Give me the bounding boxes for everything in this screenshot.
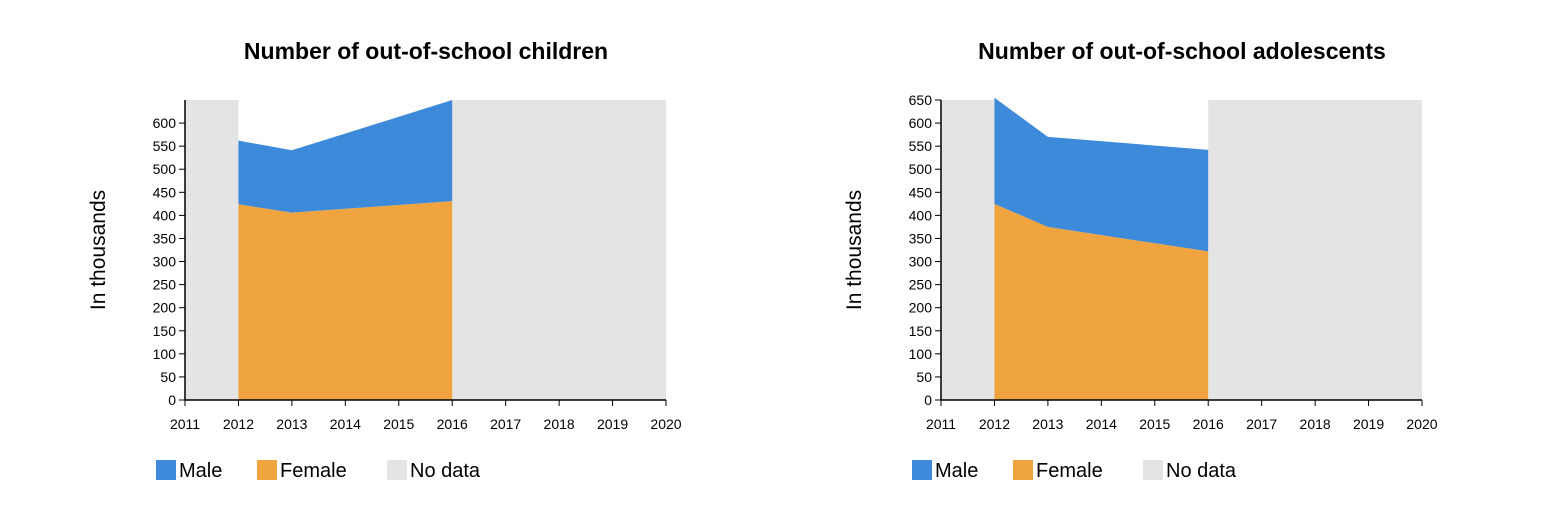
y-tick-label: 100 (153, 346, 177, 362)
legend-label: No data (1166, 460, 1237, 482)
y-tick-label: 500 (909, 161, 933, 177)
chart-title: Number of out-of-school children (244, 38, 608, 64)
legend-swatch (1143, 460, 1163, 480)
y-tick-label: 100 (909, 346, 933, 362)
no-data-region (185, 100, 239, 400)
x-tick-label: 2019 (1353, 416, 1384, 432)
legend-swatch (912, 460, 932, 480)
x-tick-label: 2013 (1032, 416, 1063, 432)
x-tick-label: 2020 (650, 416, 681, 432)
x-tick-label: 2014 (1086, 416, 1117, 432)
legend-label: Female (1036, 460, 1103, 482)
x-tick-label: 2017 (490, 416, 521, 432)
legend-label: Female (280, 460, 347, 482)
area-male (994, 97, 1209, 252)
y-tick-label: 550 (153, 138, 177, 154)
legend-label: Male (179, 460, 222, 482)
y-tick-label: 400 (153, 207, 177, 223)
x-tick-label: 2018 (544, 416, 575, 432)
y-tick-label: 0 (924, 392, 932, 408)
x-tick-label: 2018 (1300, 416, 1331, 432)
no-data-region (1208, 100, 1422, 400)
area-male (238, 100, 453, 213)
legend-swatch (257, 460, 277, 480)
legend-swatch (156, 460, 176, 480)
y-tick-label: 150 (153, 323, 177, 339)
chart-title: Number of out-of-school adolescents (978, 38, 1386, 64)
y-tick-label: 450 (909, 184, 933, 200)
y-tick-label: 200 (153, 300, 177, 316)
legend-swatch (1013, 460, 1033, 480)
y-tick-label: 0 (168, 392, 176, 408)
x-tick-label: 2015 (1139, 416, 1170, 432)
area-female (994, 203, 1209, 400)
x-tick-label: 2015 (383, 416, 414, 432)
chart-2: Number of out-of-school adolescents 0 50 10… (843, 38, 1438, 482)
x-tick-label: 2016 (1193, 416, 1224, 432)
chart-1: Number of out-of-school children 0 50 100 15… (87, 38, 682, 482)
y-tick-label: 150 (909, 323, 933, 339)
legend-label: No data (410, 460, 481, 482)
y-tick-label: 350 (153, 230, 177, 246)
x-tick-label: 2012 (223, 416, 254, 432)
y-tick-label: 250 (909, 277, 933, 293)
x-tick-label: 2011 (170, 416, 200, 432)
y-tick-label: 650 (909, 92, 933, 108)
y-tick-label: 600 (909, 115, 933, 131)
y-tick-label: 50 (160, 369, 176, 385)
y-axis-label: In thousands (87, 190, 110, 310)
y-axis-label: In thousands (843, 190, 866, 310)
area-female (238, 201, 453, 400)
y-tick-label: 550 (909, 138, 933, 154)
y-tick-label: 600 (153, 115, 177, 131)
x-tick-label: 2011 (926, 416, 956, 432)
legend-label: Male (935, 460, 978, 482)
legend: Male Female No data (912, 460, 1237, 482)
y-tick-label: 450 (153, 184, 177, 200)
no-data-region (941, 100, 995, 400)
x-tick-label: 2020 (1406, 416, 1437, 432)
y-tick-label: 200 (909, 300, 933, 316)
y-tick-label: 250 (153, 277, 177, 293)
legend-swatch (387, 460, 407, 480)
x-tick-label: 2012 (979, 416, 1010, 432)
legend: Male Female No data (156, 460, 481, 482)
x-tick-label: 2014 (330, 416, 361, 432)
y-tick-label: 500 (153, 161, 177, 177)
y-tick-label: 350 (909, 230, 933, 246)
x-tick-label: 2017 (1246, 416, 1277, 432)
no-data-region (452, 100, 666, 400)
y-tick-label: 50 (916, 369, 932, 385)
y-tick-label: 400 (909, 207, 933, 223)
y-tick-label: 300 (153, 254, 177, 270)
x-tick-label: 2016 (437, 416, 468, 432)
x-tick-label: 2019 (597, 416, 628, 432)
y-tick-label: 300 (909, 254, 933, 270)
x-tick-label: 2013 (276, 416, 307, 432)
